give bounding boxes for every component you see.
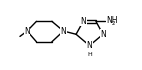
Text: 2: 2 (112, 21, 116, 26)
Text: N: N (100, 30, 106, 39)
Text: N: N (80, 17, 86, 26)
Text: N: N (24, 27, 30, 36)
Text: N: N (87, 41, 92, 50)
Text: N: N (60, 27, 66, 36)
Text: NH: NH (106, 16, 117, 25)
Text: H: H (87, 52, 92, 57)
